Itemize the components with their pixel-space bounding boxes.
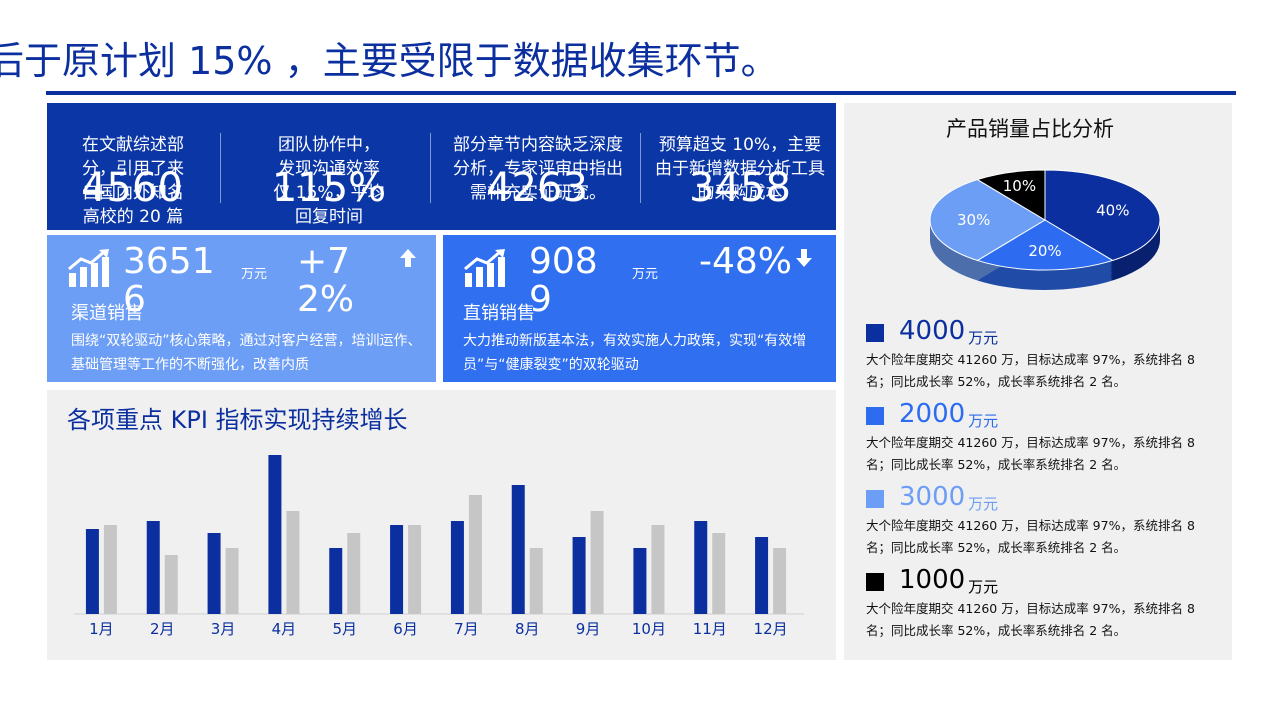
bar xyxy=(651,525,665,614)
summary-text: 在文献综述部分，引用了来自国内外知名高校的 20 篇文献 xyxy=(82,135,184,227)
growth-icon xyxy=(68,249,109,287)
chart-title: 各项重点 KPI 指标实现持续增长 xyxy=(67,406,408,434)
bar xyxy=(572,537,586,614)
pie-chart: 40% 20% 30% 10% xyxy=(929,169,1161,290)
product-unit: 万元 xyxy=(968,412,999,430)
bar xyxy=(85,529,99,614)
kpi-card: 9089 万元 -48% 直销销售 大力推动新版基本法，有效实施人力政策，实现“… xyxy=(443,235,836,382)
card-change: -48% xyxy=(699,241,793,282)
bar xyxy=(468,495,482,614)
up-arrow xyxy=(400,249,416,267)
bar xyxy=(268,455,282,614)
bar xyxy=(225,548,239,614)
product-desc: 大个险年度期交 41260 万，目标达成率 97%，系统排名 8 名；同比成长率… xyxy=(866,518,1195,555)
bar xyxy=(146,521,160,614)
bar xyxy=(207,533,221,614)
bar xyxy=(329,548,343,614)
kpi-card: 36516 万元 +72% 渠道销售 围绕“双轮驱动”核心策略，通过对客户经营，… xyxy=(47,235,436,382)
x-tick-label: 11月 xyxy=(693,620,727,638)
bar xyxy=(164,555,178,614)
divider xyxy=(640,133,641,203)
card-unit: 万元 xyxy=(241,267,268,282)
summary-number: 115% xyxy=(271,165,387,211)
product-unit: 万元 xyxy=(968,329,999,347)
pie-label: 40% xyxy=(1096,201,1129,219)
growth-icon xyxy=(464,249,505,287)
card-unit: 万元 xyxy=(632,267,659,282)
color-swatch xyxy=(866,490,884,508)
x-tick-label: 10月 xyxy=(632,620,666,638)
product-amount: 2000 xyxy=(899,399,966,429)
bar-chart: 1月 2月 3月 4月 5月 6月 7月 8月 9月 10月 11月 12月 xyxy=(74,455,804,638)
pie-slice xyxy=(976,219,1114,271)
x-tick-label: 6月 xyxy=(393,620,418,638)
pie-slice xyxy=(1044,169,1161,261)
bar xyxy=(450,521,464,614)
card-label: 直销销售 xyxy=(463,303,535,324)
x-tick-label: 3月 xyxy=(211,620,236,638)
x-tick-label: 12月 xyxy=(754,620,788,638)
summary-panel: 在文献综述部分，引用了来自国内外知名高校的 20 篇文献 4560 团队协作中，… xyxy=(47,103,836,230)
divider xyxy=(220,133,221,203)
summary-text: 部分章节内容缺乏深度分析，专家评审中指出需补充实证研究。 xyxy=(453,135,623,203)
x-tick-label: 5月 xyxy=(332,620,357,638)
card-change: +72% xyxy=(297,241,355,320)
summary-text: 预算超支 10%，主要由于新增数据分析工具的采购成本 xyxy=(655,135,825,203)
bar xyxy=(590,511,604,614)
chart-title: 产品销量占比分析 xyxy=(946,117,1114,141)
bar xyxy=(511,485,525,614)
product-unit: 万元 xyxy=(968,495,999,513)
bar xyxy=(773,548,787,614)
color-swatch xyxy=(866,324,884,342)
product-unit: 万元 xyxy=(968,578,999,596)
card-desc: 围绕“双轮驱动”核心策略，通过对客户经营，培训运作、基础管理等工作的不断强化，改… xyxy=(71,333,422,373)
card-number: 36516 xyxy=(123,241,215,320)
bar xyxy=(408,525,422,614)
color-swatch xyxy=(866,407,884,425)
bar xyxy=(755,537,769,614)
product-desc: 大个险年度期交 41260 万，目标达成率 97%，系统排名 8 名；同比成长率… xyxy=(866,435,1195,472)
bar xyxy=(712,533,726,614)
card-label: 渠道销售 xyxy=(71,303,143,324)
x-tick-label: 1月 xyxy=(89,620,114,638)
bar xyxy=(529,548,543,614)
title-rule xyxy=(46,91,1236,95)
x-tick-label: 4月 xyxy=(272,620,297,638)
color-swatch xyxy=(866,573,884,591)
bar xyxy=(633,548,647,614)
pie-label: 30% xyxy=(957,211,990,229)
bar xyxy=(694,521,708,614)
pie-panel: 产品销量占比分析 40% 20% 30% 10% 4000 万元 大个险年度期交 4126… xyxy=(844,103,1232,660)
pie-slice xyxy=(976,169,1046,221)
product-desc: 大个险年度期交 41260 万，目标达成率 97%，系统排名 8 名；同比成长率… xyxy=(866,352,1195,389)
pie-slice xyxy=(929,179,1046,261)
bar xyxy=(347,533,361,614)
summary-number: 4263 xyxy=(486,165,588,211)
x-tick-label: 8月 xyxy=(515,620,540,638)
x-tick-label: 9月 xyxy=(576,620,601,638)
bar xyxy=(286,511,300,614)
summary-text: 团队协作中，发现沟通效率仅 15%，平均回复时间 xyxy=(273,135,385,227)
bar xyxy=(103,525,117,614)
x-tick-label: 7月 xyxy=(454,620,479,638)
product-amount: 3000 xyxy=(899,482,966,512)
card-number: 9089 xyxy=(529,241,598,320)
product-amount: 1000 xyxy=(899,565,966,595)
divider xyxy=(430,133,431,203)
x-tick-label: 2月 xyxy=(150,620,175,638)
product-amount: 4000 xyxy=(899,316,966,346)
down-arrow xyxy=(796,249,812,267)
summary-number: 3458 xyxy=(689,165,791,211)
pie-label: 20% xyxy=(1028,242,1061,260)
summary-number: 4560 xyxy=(81,165,183,211)
product-desc: 大个险年度期交 41260 万，目标达成率 97%，系统排名 8 名；同比成长率… xyxy=(866,601,1195,638)
pie-label: 10% xyxy=(1003,177,1036,195)
bar xyxy=(390,525,404,614)
bar-panel: 各项重点 KPI 指标实现持续增长 1月 2月 3月 4月 5月 6月 7月 8月 9月 10月 1… xyxy=(47,390,836,660)
pie-tops: 40% 20% 30% 10% xyxy=(929,169,1161,271)
card-desc: 大力推动新版基本法，有效实施人力政策，实现“有效增员”与“健康裂变”的双轮驱动 xyxy=(463,333,807,373)
page-title: 后于原计划 15% ，主要受限于数据收集环节。 xyxy=(0,39,779,83)
